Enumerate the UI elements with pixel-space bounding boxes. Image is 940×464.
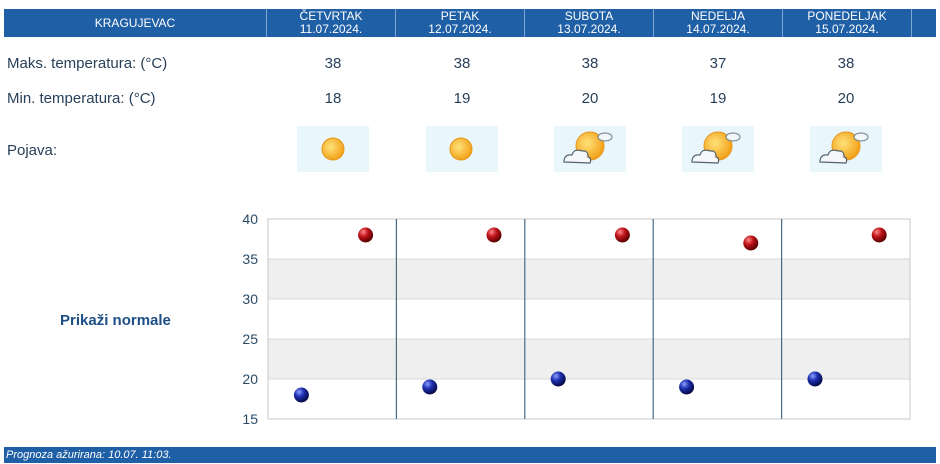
day-header-4: NEDELJA 14.07.2024. <box>654 9 782 37</box>
header-divider <box>395 9 396 37</box>
max-temp-label: Maks. temperatura: (°C) <box>7 55 168 72</box>
plot-border <box>267 218 911 420</box>
min-temp-value: 19 <box>453 90 471 107</box>
pojava-label: Pojava: <box>7 142 58 159</box>
max-temp-point <box>358 227 374 243</box>
city-name: KRAGUJEVAC <box>94 16 176 30</box>
y-tick-label: 35 <box>242 251 258 267</box>
header-divider <box>911 9 912 37</box>
max-temp-value: 38 <box>453 55 471 72</box>
sun-icon <box>297 126 369 172</box>
grid-band <box>268 379 910 419</box>
grid-band <box>268 299 910 339</box>
sun-cloud-icon <box>682 126 754 172</box>
min-temp-point <box>550 371 566 387</box>
day-date: 15.07.2024. <box>815 22 879 36</box>
temperature-chart: 15 20 25 30 35 40 <box>242 211 911 427</box>
y-tick-label: 30 <box>242 291 258 307</box>
y-tick-label: 40 <box>242 211 258 227</box>
day-date: 13.07.2024. <box>557 22 621 36</box>
min-temp-value: 20 <box>581 90 599 107</box>
min-temp-value: 19 <box>709 90 727 107</box>
min-temp-point <box>293 387 309 403</box>
min-temp-label: Min. temperatura: (°C) <box>7 90 156 107</box>
header-divider <box>524 9 525 37</box>
header-divider <box>266 9 267 37</box>
day-header-5: PONEDELJAK 15.07.2024. <box>783 9 911 37</box>
min-temp-point <box>679 379 695 395</box>
y-tick-label: 25 <box>242 331 258 347</box>
sun-cloud-icon <box>810 126 882 172</box>
max-temp-point <box>743 235 759 251</box>
day-date: 14.07.2024. <box>686 22 750 36</box>
min-temp-value: 18 <box>324 90 342 107</box>
grid-band <box>268 219 910 259</box>
header-divider <box>782 9 783 37</box>
max-temp-value: 38 <box>581 55 599 72</box>
y-tick-label: 15 <box>242 411 258 427</box>
show-normals-link[interactable]: Prikaži normale <box>60 312 171 329</box>
max-temp-value: 38 <box>324 55 342 72</box>
max-temp-value: 38 <box>837 55 855 72</box>
day-name: PONEDELJAK <box>807 9 887 23</box>
day-header-2: PETAK 12.07.2024. <box>396 9 524 37</box>
day-date: 11.07.2024. <box>299 22 363 36</box>
day-header-3: SUBOTA 13.07.2024. <box>525 9 653 37</box>
grid-band <box>268 339 910 379</box>
max-temp-value: 37 <box>709 55 727 72</box>
day-name: ČETVRTAK <box>299 9 363 23</box>
forecast-updated-footer: Prognoza ažurirana: 10.07. 11:03. <box>4 447 936 463</box>
day-name: SUBOTA <box>564 9 614 23</box>
sun-icon <box>426 126 498 172</box>
min-temp-value: 20 <box>837 90 855 107</box>
header-divider <box>653 9 654 37</box>
sun-cloud-icon <box>554 126 626 172</box>
min-temp-point <box>422 379 438 395</box>
forecast-header: KRAGUJEVAC ČETVRTAK 11.07.2024. PETAK 12… <box>4 9 936 37</box>
day-header-1: ČETVRTAK 11.07.2024. <box>267 9 395 37</box>
grid-band <box>268 259 910 299</box>
max-temp-point <box>871 227 887 243</box>
day-name: NEDELJA <box>690 9 746 23</box>
y-tick-label: 20 <box>242 371 258 387</box>
max-temp-point <box>486 227 502 243</box>
day-name: PETAK <box>440 9 480 23</box>
max-temp-point <box>614 227 630 243</box>
min-temp-point <box>807 371 823 387</box>
day-date: 12.07.2024. <box>428 22 492 36</box>
